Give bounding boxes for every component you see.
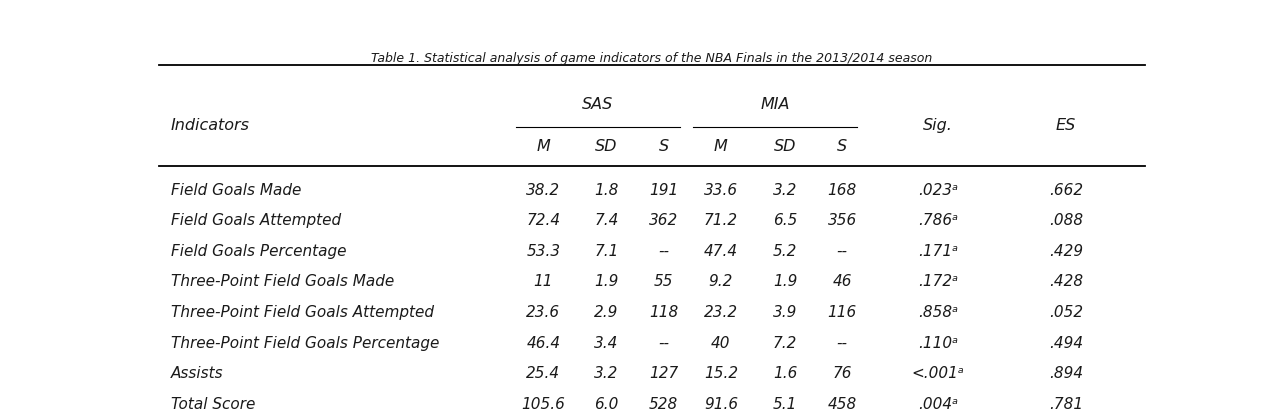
Text: 7.4: 7.4 bbox=[594, 213, 618, 228]
Text: 3.4: 3.4 bbox=[594, 336, 618, 351]
Text: Indicators: Indicators bbox=[170, 118, 249, 133]
Text: Total Score: Total Score bbox=[170, 397, 256, 412]
Text: ES: ES bbox=[1056, 118, 1076, 133]
Text: 23.2: 23.2 bbox=[703, 305, 738, 320]
Text: SAS: SAS bbox=[583, 97, 613, 112]
Text: .429: .429 bbox=[1049, 244, 1082, 259]
Text: 53.3: 53.3 bbox=[527, 244, 561, 259]
Text: S: S bbox=[837, 139, 847, 154]
Text: .088: .088 bbox=[1049, 213, 1082, 228]
Text: .023ᵃ: .023ᵃ bbox=[917, 183, 958, 198]
Text: .894: .894 bbox=[1049, 366, 1082, 381]
Text: 46.4: 46.4 bbox=[527, 336, 561, 351]
Text: 33.6: 33.6 bbox=[703, 183, 738, 198]
Text: 91.6: 91.6 bbox=[703, 397, 738, 412]
Text: 127: 127 bbox=[649, 366, 678, 381]
Text: Field Goals Made: Field Goals Made bbox=[170, 183, 301, 198]
Text: 55: 55 bbox=[654, 274, 673, 289]
Text: 1.9: 1.9 bbox=[773, 274, 798, 289]
Text: .004ᵃ: .004ᵃ bbox=[917, 397, 958, 412]
Text: .052: .052 bbox=[1049, 305, 1082, 320]
Text: Assists: Assists bbox=[170, 366, 224, 381]
Text: 3.9: 3.9 bbox=[773, 305, 798, 320]
Text: 40: 40 bbox=[711, 336, 730, 351]
Text: S: S bbox=[659, 139, 669, 154]
Text: 6.0: 6.0 bbox=[594, 397, 618, 412]
Text: Field Goals Attempted: Field Goals Attempted bbox=[170, 213, 341, 228]
Text: .858ᵃ: .858ᵃ bbox=[917, 305, 958, 320]
Text: 2.9: 2.9 bbox=[594, 305, 618, 320]
Text: 72.4: 72.4 bbox=[527, 213, 561, 228]
Text: Three-Point Field Goals Made: Three-Point Field Goals Made bbox=[170, 274, 394, 289]
Text: 116: 116 bbox=[828, 305, 857, 320]
Text: 362: 362 bbox=[649, 213, 678, 228]
Text: 5.1: 5.1 bbox=[773, 397, 798, 412]
Text: 9.2: 9.2 bbox=[709, 274, 733, 289]
Text: 458: 458 bbox=[828, 397, 857, 412]
Text: 3.2: 3.2 bbox=[773, 183, 798, 198]
Text: 1.8: 1.8 bbox=[594, 183, 618, 198]
Text: --: -- bbox=[658, 336, 669, 351]
Text: <.001ᵃ: <.001ᵃ bbox=[911, 366, 964, 381]
Text: Table 1. Statistical analysis of game indicators of the NBA Finals in the 2013/2: Table 1. Statistical analysis of game in… bbox=[371, 52, 932, 65]
Text: .428: .428 bbox=[1049, 274, 1082, 289]
Text: .110ᵃ: .110ᵃ bbox=[917, 336, 958, 351]
Text: --: -- bbox=[658, 244, 669, 259]
Text: 76: 76 bbox=[832, 366, 852, 381]
Text: 191: 191 bbox=[649, 183, 678, 198]
Text: 25.4: 25.4 bbox=[527, 366, 561, 381]
Text: SD: SD bbox=[595, 139, 618, 154]
Text: Field Goals Percentage: Field Goals Percentage bbox=[170, 244, 346, 259]
Text: 105.6: 105.6 bbox=[522, 397, 565, 412]
Text: 168: 168 bbox=[828, 183, 857, 198]
Text: .494: .494 bbox=[1049, 336, 1082, 351]
Text: .172ᵃ: .172ᵃ bbox=[917, 274, 958, 289]
Text: 11: 11 bbox=[534, 274, 553, 289]
Text: 23.6: 23.6 bbox=[527, 305, 561, 320]
Text: 6.5: 6.5 bbox=[773, 213, 798, 228]
Text: .662: .662 bbox=[1049, 183, 1082, 198]
Text: M: M bbox=[714, 139, 728, 154]
Text: 15.2: 15.2 bbox=[703, 366, 738, 381]
Text: 118: 118 bbox=[649, 305, 678, 320]
Text: 71.2: 71.2 bbox=[703, 213, 738, 228]
Text: 1.9: 1.9 bbox=[594, 274, 618, 289]
Text: .786ᵃ: .786ᵃ bbox=[917, 213, 958, 228]
Text: --: -- bbox=[837, 244, 847, 259]
Text: 1.6: 1.6 bbox=[773, 366, 798, 381]
Text: Three-Point Field Goals Percentage: Three-Point Field Goals Percentage bbox=[170, 336, 439, 351]
Text: SD: SD bbox=[773, 139, 796, 154]
Text: .781: .781 bbox=[1049, 397, 1082, 412]
Text: --: -- bbox=[837, 336, 847, 351]
Text: 46: 46 bbox=[832, 274, 852, 289]
Text: 7.1: 7.1 bbox=[594, 244, 618, 259]
Text: 38.2: 38.2 bbox=[527, 183, 561, 198]
Text: 47.4: 47.4 bbox=[703, 244, 738, 259]
Text: 7.2: 7.2 bbox=[773, 336, 798, 351]
Text: MIA: MIA bbox=[761, 97, 790, 112]
Text: 3.2: 3.2 bbox=[594, 366, 618, 381]
Text: 5.2: 5.2 bbox=[773, 244, 798, 259]
Text: M: M bbox=[537, 139, 551, 154]
Text: .171ᵃ: .171ᵃ bbox=[917, 244, 958, 259]
Text: Sig.: Sig. bbox=[923, 118, 953, 133]
Text: Three-Point Field Goals Attempted: Three-Point Field Goals Attempted bbox=[170, 305, 434, 320]
Text: 356: 356 bbox=[828, 213, 857, 228]
Text: 528: 528 bbox=[649, 397, 678, 412]
